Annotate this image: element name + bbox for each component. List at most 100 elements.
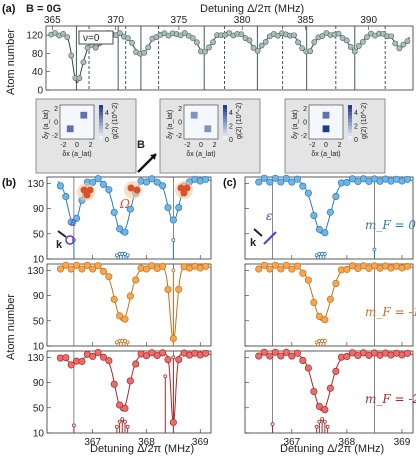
data-point [299,269,307,277]
panel-a: (a) B = 0G Detuning Δ/2π (MHz) Atom numb… [2,3,414,97]
panel-a-ylabel: Atom number [5,29,17,95]
data-point [99,267,108,275]
a-data-point [319,33,326,39]
data-point [326,384,334,392]
inset-colorbar-tick: 4 [229,110,233,117]
inset-colorbar-tick: 0 [105,137,109,144]
data-point [271,348,279,356]
inset-cell [66,125,74,133]
a-data-point [307,48,314,55]
ytick-label: 90 [33,291,45,302]
inset-colorbar-tick: 2 [229,123,233,130]
a-data-point [250,44,257,51]
a-data-point [351,48,358,55]
inset-colorbar-step [348,115,352,119]
data-point [343,265,351,273]
data-point [175,285,183,293]
mf-label: m_F = -2 [365,392,416,406]
data-point [126,292,134,300]
a-data-point [400,41,407,48]
ytick-label: 10 [33,255,45,266]
ytick-label: 10 [33,429,45,440]
stick-head [325,424,330,429]
stick-head [117,419,122,424]
inset-colorbar-step [99,128,103,133]
a-data-point [355,42,362,49]
data-point [332,279,340,287]
a-ytick-label: 0 [37,86,43,97]
data-point [67,218,75,226]
k-c-label: k [250,237,257,249]
ytick-label: 90 [33,204,45,215]
field-arrow-head [150,154,156,160]
inset-colorbar-step [348,128,352,133]
xtick-label: 369 [394,437,411,448]
data-point [403,349,412,357]
inset-ytick-label: -2 [52,133,58,140]
panel-c-rows: m_F = 0 m_F = -1 367 368 369 m_F = -2 [244,174,416,448]
inset-colorbar-step [99,111,103,116]
inset-colorbar-step [99,135,103,140]
panel-c-xlabel: Detuning Δ/2π (MHz) [280,443,384,455]
data-point [142,178,151,186]
a-data-point [226,30,233,36]
inset-xtick-label: 2 [213,142,217,149]
stick-head [372,247,377,252]
ytick-label: 50 [33,403,45,414]
inset-colorbar-step [223,108,227,113]
data-point [282,261,290,269]
a-data-point [202,48,208,55]
data-point [169,334,177,343]
stick-head [120,417,125,422]
data-point [266,352,274,360]
inset-colorbar-step [99,115,103,119]
inset-colorbar-step [99,125,103,130]
a-data-point [181,30,188,36]
data-point [89,352,97,360]
a-data-point [254,48,261,54]
inset-colorbar-step [99,122,103,126]
data-point [299,356,307,364]
data-point [99,180,108,188]
inset-colorbar-label: g(2) (10^-2) [112,103,119,139]
data-point [293,175,301,183]
data-point [260,174,268,182]
mf-label: m_F = -1 [365,305,416,319]
data-point [255,352,263,360]
data-point [271,174,279,182]
data-point [332,367,340,375]
data-point [73,261,81,269]
data-point [282,348,290,356]
panel-c-label: (c) [223,177,237,189]
inset-colorbar-step [223,115,227,119]
stick-head [320,417,325,422]
inset-colorbar-tick: 4 [105,110,109,117]
nu0-box [78,30,114,45]
data-point [164,285,172,294]
panel-c: (c) m_F = 0 m_F = -1 367 368 369 m_F = -2 Det… [223,174,416,455]
data-point [62,193,70,201]
data-point [321,316,329,324]
data-point [110,380,118,388]
data-point [99,353,108,361]
a-data-point [189,35,196,41]
data-point [73,214,81,222]
data-point [132,360,140,368]
data-point [132,276,140,284]
a-data-point [343,37,350,44]
data-point [288,265,296,273]
data-point [315,402,323,410]
row-frame [244,176,414,260]
a-data-point [117,30,123,37]
data-point [293,349,301,357]
omega-label: Ω [119,197,130,211]
data-point [260,348,268,356]
data-point [110,208,118,216]
inset-colorbar-step [348,111,352,116]
inset-cell [80,111,88,119]
inset-map [308,104,344,140]
data-point [175,204,183,212]
data-point [105,273,113,281]
panel-a-frame [45,25,414,91]
inset-colorbar-step [348,118,352,123]
